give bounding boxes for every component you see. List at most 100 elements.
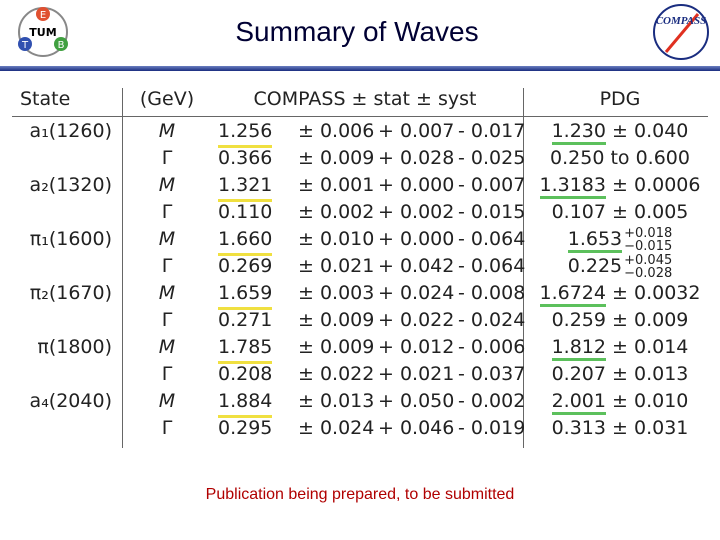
compass-value: ± 0.024 [298,417,375,439]
compass-value: - 0.007 [458,174,526,196]
pdg-cell: 0.313 ± 0.031 [530,415,710,442]
pdg-value: 0.207 [551,363,606,385]
pdg-cell: 0.107 ± 0.005 [530,199,710,226]
compass-value: + 0.000 [378,228,455,250]
compass-value: ± 0.009 [298,147,375,169]
pdg-cell: 0.259 ± 0.009 [530,307,710,334]
pdg-cell: 1.653 +0.018 −0.015 [530,226,710,253]
compass-value: 1.884 [218,388,273,418]
pdg-cell: 1.812 ± 0.014 [530,334,710,361]
slide-title: Summary of Waves [235,16,479,47]
pdg-value: 1.230 [551,120,606,145]
compass-value: 1.256 [218,118,273,148]
compass-value: ± 0.021 [298,255,375,277]
compass-value: + 0.022 [378,309,455,331]
pdg-cell: 1.230 ± 0.040 [530,118,710,145]
pdg-value: 1.812 [551,336,606,361]
pdg-errors: +0.018 −0.015 [624,227,672,253]
compass-value: + 0.050 [378,390,455,412]
compass-value: - 0.008 [458,282,526,304]
param-label: M [158,228,176,250]
compass-value: + 0.046 [378,417,455,439]
state-label: a₄(2040) [29,390,112,412]
compass-value: ± 0.013 [298,390,375,412]
pdg-cell: 0.207 ± 0.013 [530,361,710,388]
compass-value: 0.271 [218,309,273,331]
compass-value: - 0.017 [458,120,526,142]
compass-value: + 0.024 [378,282,455,304]
compass-value: 1.660 [218,226,273,256]
compass-value: ± 0.001 [298,174,375,196]
pdg-error: ± 0.014 [612,336,689,358]
logo-left: E T B TUM [18,7,68,57]
pdg-error-minus: −0.015 [624,238,673,254]
pdg-error: ± 0.005 [612,201,689,223]
column-header: PDG [599,88,641,110]
state-label: a₁(1260) [29,120,112,142]
compass-value: 0.208 [218,363,273,385]
param-label: M [158,282,176,304]
param-label: Γ [161,309,173,331]
compass-value: 1.659 [218,280,273,310]
compass-value: + 0.012 [378,336,455,358]
param-label: M [158,390,176,412]
logo-text: TUM [29,26,56,39]
compass-value: ± 0.003 [298,282,375,304]
column-header: COMPASS ± stat ± syst [253,88,477,110]
compass-value: ± 0.010 [298,228,375,250]
header-rule [0,66,720,71]
param-label: Γ [161,201,173,223]
compass-value: 0.110 [218,201,273,223]
param-label: M [158,336,176,358]
param-label: Γ [161,417,173,439]
pdg-value: 0.225 [567,255,623,277]
pdg-error-minus: −0.028 [624,265,673,281]
logo-letter: T [21,40,29,51]
compass-value: 0.295 [218,417,273,439]
pdg-value: 0.313 [551,417,606,439]
compass-value: - 0.006 [458,336,526,358]
compass-value: ± 0.022 [298,363,375,385]
compass-value: ± 0.006 [298,120,375,142]
compass-value: + 0.028 [378,147,455,169]
compass-value: 1.321 [218,172,273,202]
pdg-value: 0.259 [551,309,606,331]
pdg-error-plus: +0.018 [624,225,673,241]
logo-text: COMPASS [656,15,707,27]
pdg-error: ± 0.0006 [612,174,701,196]
pdg-value: 0.250 [550,147,605,169]
pdg-cell: 1.6724 ± 0.0032 [530,280,710,307]
compass-value: - 0.015 [458,201,526,223]
compass-value: - 0.024 [458,309,526,331]
column-divider [122,88,123,448]
param-label: Γ [161,363,173,385]
param-label: Γ [161,147,173,169]
compass-value: + 0.042 [378,255,455,277]
compass-value: + 0.002 [378,201,455,223]
pdg-value: 1.6724 [539,282,606,307]
compass-value: - 0.064 [458,255,526,277]
pdg-value: 0.107 [551,201,606,223]
pdg-error: to 0.600 [610,147,690,169]
compass-value: 0.366 [218,147,273,169]
pdg-error: ± 0.013 [612,363,689,385]
pdg-error: ± 0.010 [612,390,689,412]
logo-right: COMPASS [653,4,709,60]
state-label: a₂(1320) [29,174,112,196]
column-divider [523,88,524,448]
state-label: π(1800) [37,336,112,358]
compass-value: + 0.000 [378,174,455,196]
compass-value: - 0.019 [458,417,526,439]
param-label: M [158,174,176,196]
compass-value: - 0.064 [458,228,526,250]
header-rule-line [12,116,708,117]
compass-value: 1.785 [218,334,273,364]
pdg-error-plus: +0.045 [624,252,673,268]
pdg-value: 2.001 [551,390,606,415]
footer-note: Publication being prepared, to be submit… [205,486,515,503]
compass-value: - 0.002 [458,390,526,412]
compass-value: - 0.037 [458,363,526,385]
pdg-cell: 0.250 to 0.600 [530,145,710,172]
compass-value: ± 0.002 [298,201,375,223]
